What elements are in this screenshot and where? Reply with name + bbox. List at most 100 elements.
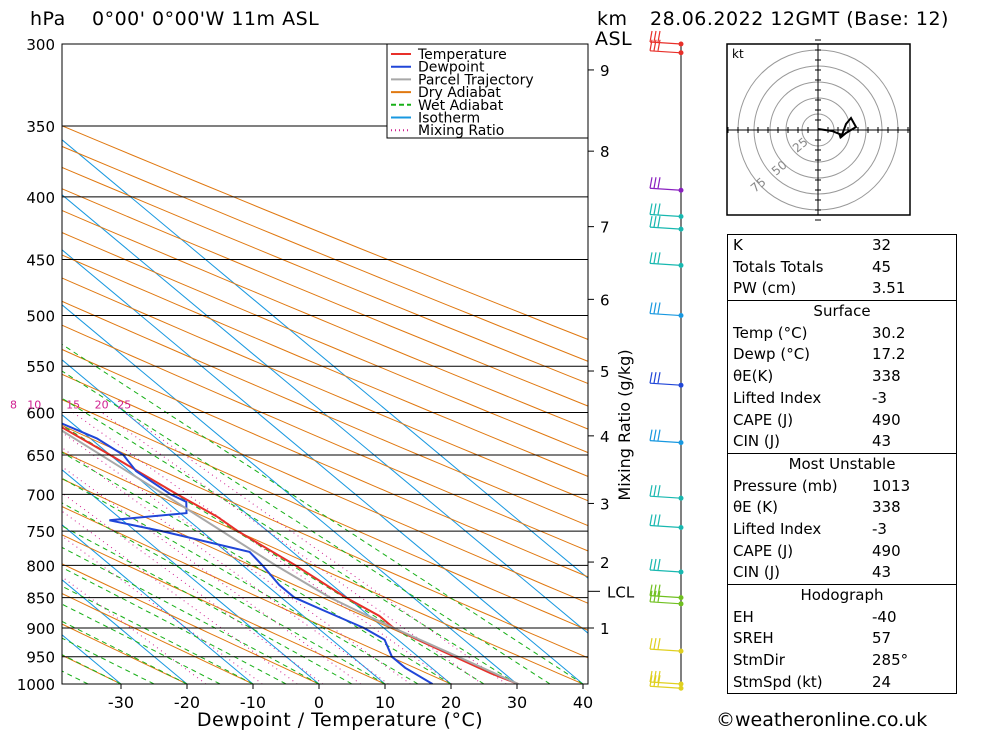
wind-barb-shaft <box>649 262 682 267</box>
stat-row: EH -40 <box>728 607 956 629</box>
legend-item-label: Temperature <box>417 47 507 63</box>
stat-row: Dewp (°C) 17.2 <box>728 344 956 366</box>
wind-barb-shaft <box>649 213 682 218</box>
stats-table: K 32 Totals Totals 45 PW (cm) 3.51 Surface … <box>727 234 957 695</box>
x-axis-label: Dewpoint / Temperature (°C) <box>197 709 483 731</box>
mixing-ratio-label: 15 <box>66 398 80 411</box>
pressure-tick-label: 350 <box>26 118 55 136</box>
wind-barb-feather <box>649 252 653 264</box>
wind-barb-feather <box>653 670 657 683</box>
wind-barb <box>649 177 684 193</box>
wind-barb-feather <box>649 638 653 650</box>
stat-label: SREH <box>733 629 774 648</box>
wind-barb-shaft <box>649 495 682 499</box>
x-tick-label: 10 <box>375 693 395 712</box>
pressure-tick-label: 850 <box>26 590 55 608</box>
km-tick-label: 3 <box>600 495 610 513</box>
wind-barb-feather <box>657 590 661 602</box>
mixing-ratio-line <box>62 466 361 684</box>
x-tick-label: -10 <box>240 693 266 712</box>
wind-barb <box>649 590 684 607</box>
stat-label: CIN (J) <box>733 563 781 582</box>
wind-barb <box>649 429 684 446</box>
pressure-tick-label: 550 <box>26 358 55 376</box>
wet-adiabat-line <box>62 603 221 684</box>
pressure-tick-label: 700 <box>26 486 55 504</box>
pressure-tick-label: 750 <box>26 523 55 541</box>
wind-barb <box>649 675 684 691</box>
km-tick-label: 1 <box>600 620 610 638</box>
mixing-ratio-line <box>124 412 507 684</box>
stat-value: 3.51 <box>872 279 906 298</box>
wind-barb <box>649 372 684 388</box>
wind-barb-feather <box>657 638 661 650</box>
wind-barb-feather <box>657 485 661 497</box>
wind-barb <box>649 638 684 654</box>
hodograph-section: Hodograph EH -40 SREH 57 StmDir 285° StmSpd… <box>728 584 956 693</box>
stat-row-k: K 32 <box>728 235 956 257</box>
dry-adiabat-line <box>62 505 452 684</box>
mixing-ratio-axis-label: Mixing Ratio (g/kg) <box>615 349 634 500</box>
x-tick-label: 20 <box>441 693 461 712</box>
surface-title: Surface <box>813 302 871 321</box>
stat-row: θE (K) 338 <box>728 497 956 519</box>
wind-barb <box>649 216 684 232</box>
wind-barb-feather <box>653 39 657 51</box>
datetime-label: 28.06.2022 12GMT (Base: 12) <box>650 8 949 30</box>
wind-barb-feather <box>653 302 657 314</box>
wind-barb-feather <box>649 203 653 215</box>
pressure-tick-label: 800 <box>26 557 55 575</box>
stat-label: Pressure (mb) <box>733 476 838 495</box>
stat-row: θE(K) 338 <box>728 366 956 388</box>
legend-item-label: Isotherm <box>418 111 480 127</box>
wind-barb-shaft <box>649 439 682 444</box>
stat-value: 1013 <box>872 476 911 495</box>
wet-adiabat-line <box>62 654 122 684</box>
isotherm-line <box>62 524 254 684</box>
stat-value: 43 <box>872 432 892 451</box>
wind-barb-feather <box>653 485 657 497</box>
km-tick-label: 6 <box>600 291 610 309</box>
legend-item-label: Dry Adiabat <box>418 85 501 101</box>
wind-barb-feather <box>657 177 661 189</box>
x-tick-label: 30 <box>507 693 527 712</box>
stat-value: 490 <box>872 410 901 429</box>
lcl-label: LCL <box>607 583 635 601</box>
wind-barb-shaft <box>649 569 682 573</box>
wind-barb-feather <box>653 203 657 215</box>
most-unstable-section: Most Unstable Pressure (mb) 1013 θE (K) 33… <box>728 452 956 584</box>
wind-barb-feather <box>649 216 653 228</box>
stat-value: 43 <box>872 563 892 582</box>
wind-barb-shaft <box>649 601 682 605</box>
wind-barb-feather <box>649 429 653 441</box>
mixing-ratio-line <box>62 447 389 684</box>
wind-barb-feather <box>653 216 657 228</box>
wind-barb-feather <box>649 39 653 51</box>
wind-barb-feather <box>657 675 661 687</box>
stat-label: K <box>733 236 743 254</box>
stat-value: -3 <box>872 388 887 407</box>
dry-adiabat-line <box>62 209 588 430</box>
pressure-tick-label: 300 <box>26 36 55 54</box>
wind-barb-feather <box>657 30 661 43</box>
pressure-tick-label: 900 <box>26 620 55 638</box>
wind-barb-feather <box>657 302 661 314</box>
pressure-tick-label: 1000 <box>17 676 55 694</box>
mixing-ratio-line <box>62 576 207 684</box>
stat-value: 45 <box>872 257 892 276</box>
stat-row: CIN (J) 43 <box>728 562 956 584</box>
wind-barb-shaft <box>649 226 682 230</box>
wet-adiabat-line <box>62 546 320 684</box>
wet-adiabat-line <box>62 525 353 684</box>
stat-row: Lifted Index -3 <box>728 519 956 541</box>
stat-value: -40 <box>872 607 897 626</box>
dry-adiabat-line <box>62 373 588 604</box>
isotherm-line <box>62 194 588 634</box>
stat-value: 30.2 <box>872 323 906 342</box>
stat-value: 338 <box>872 498 901 517</box>
wind-barb <box>649 514 684 531</box>
legend-box <box>386 43 589 139</box>
stat-row-totals: Totals Totals 45 <box>728 257 956 279</box>
